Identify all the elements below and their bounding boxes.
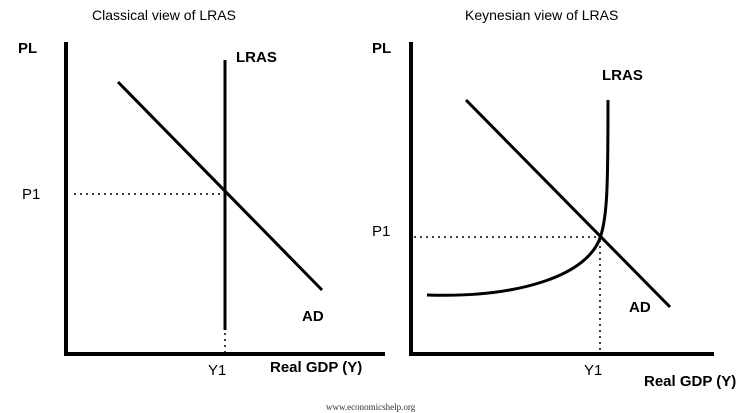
keynesian-x-axis-label: Real GDP (Y) (644, 373, 736, 390)
keynesian-y1-label: Y1 (584, 362, 602, 379)
classical-ad-line (116, 80, 324, 292)
classical-y1-label: Y1 (208, 362, 226, 379)
keynesian-lras-curve (426, 99, 610, 297)
classical-y-axis-label: PL (18, 40, 37, 57)
keynesian-ad-line (464, 98, 672, 309)
keynesian-axes (409, 42, 714, 356)
classical-axes (64, 42, 385, 356)
keynesian-lras-label: LRAS (602, 67, 643, 84)
classical-ad-label: AD (302, 308, 324, 325)
keynesian-title: Keynesian view of LRAS (465, 7, 618, 23)
classical-x-axis-label: Real GDP (Y) (270, 359, 362, 376)
keynesian-y-axis-label: PL (372, 40, 391, 57)
classical-p1-label: P1 (22, 186, 40, 203)
keynesian-panel: Keynesian view of LRAS PL LRAS AD P1 Y1 … (372, 7, 736, 390)
classical-panel: Classical view of LRAS PL LRAS AD P1 Y1 … (18, 7, 385, 379)
classical-title: Classical view of LRAS (92, 7, 236, 23)
keynesian-ad-label: AD (629, 299, 651, 316)
classical-lras-label: LRAS (236, 49, 277, 66)
source-credit: www.economicshelp.org (326, 402, 416, 412)
keynesian-p1-label: P1 (372, 223, 390, 240)
